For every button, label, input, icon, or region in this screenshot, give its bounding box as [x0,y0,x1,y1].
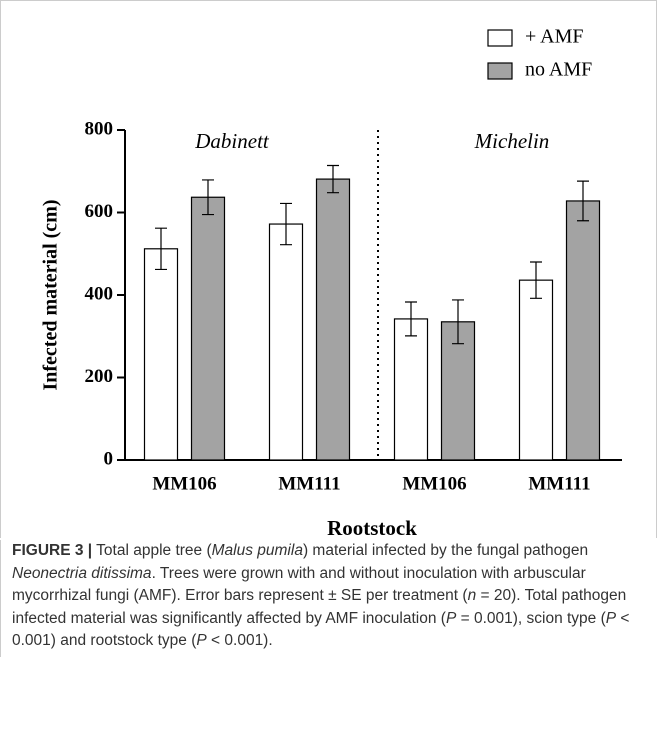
error-bar [577,180,589,222]
caption-text: P [605,609,617,627]
y-tick-label: 400 [85,283,114,304]
legend-swatch [487,62,513,80]
error-bar [280,202,292,246]
y-tick-label: 800 [85,118,114,139]
caption: FIGURE 3 | Total apple tree (Malus pumil… [0,540,642,657]
bar [143,248,179,461]
legend-label: + AMF [525,26,584,48]
caption-label: FIGURE 3 | [12,542,93,559]
caption-text: Neonectria ditissima [12,564,152,582]
caption-text: < 0.001) and rootstock type ( [12,609,630,650]
error-bar [155,227,167,271]
bar [440,321,476,461]
bar [565,200,601,461]
caption-text: < 0.001). [206,632,273,650]
caption-text: P [196,632,207,650]
caption-text: Total apple tree ( [92,542,212,559]
caption-text: = 20). Total pathogen infected material … [12,587,627,627]
y-tick-label: 200 [85,366,114,387]
caption-text: ) material infected by the fungal pathog… [302,542,589,559]
y-tick-label: 600 [85,201,114,222]
bar [518,279,554,461]
y-tick-label: 0 [104,448,114,469]
legend-swatch [487,29,513,47]
error-bar [405,301,417,337]
x-tick-label: MM111 [278,473,340,494]
y-axis-label: Infected material (cm) [40,199,62,390]
x-tick-label: MM111 [528,473,590,494]
bar [393,318,429,461]
x-axis-label: Rootstock [327,516,417,537]
group-label: Dabinett [194,129,270,153]
error-bar [202,179,214,216]
x-tick-label: MM106 [402,473,466,494]
error-bar [530,261,542,299]
caption-text: . Trees were grown with and without inoc… [12,564,586,605]
x-tick-label: MM106 [152,473,216,494]
bar [315,178,351,461]
legend-label: no AMF [525,59,592,81]
caption-text: P [445,609,457,627]
group-label: Michelin [474,129,550,153]
chart: Infected material (cm) Rootstock 0 200 400… [40,26,622,537]
bar [268,223,304,461]
caption-text: Malus pumila [211,542,303,559]
caption-text: = 0.001), scion type ( [456,609,606,627]
error-bar [452,299,464,345]
bar [190,196,226,461]
error-bar [327,164,339,194]
caption-text: n [467,587,477,605]
